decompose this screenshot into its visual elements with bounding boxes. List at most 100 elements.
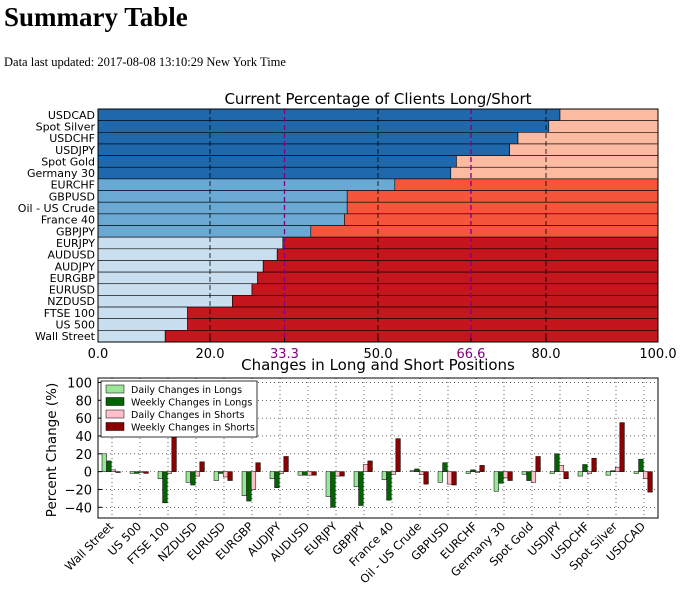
position-changes-grid	[98, 378, 658, 518]
y-tick-label: 0	[84, 466, 92, 481]
category-label: NZDUSD	[47, 295, 95, 308]
category-label: EURCHF	[51, 179, 95, 192]
long-short-plot-frame	[97, 108, 659, 343]
y-tick-label: −20	[65, 483, 92, 498]
change-bar	[115, 471, 121, 473]
change-bar	[647, 471, 653, 493]
long-bar	[97, 166, 452, 180]
short-bar	[346, 201, 659, 215]
position-changes-legend: Daily Changes in Longs Weekly Changes in …	[100, 380, 258, 438]
short-bar	[251, 283, 659, 296]
legend-label: Daily Changes in Shorts	[131, 410, 245, 421]
change-bar	[358, 471, 364, 506]
short-bar	[517, 132, 659, 145]
category-label: USDCHF	[49, 132, 95, 145]
change-bar	[101, 453, 107, 472]
change-bar	[190, 471, 196, 486]
change-bar	[526, 471, 532, 481]
long-short-bars	[97, 108, 659, 343]
y-tick-label: 100	[67, 376, 92, 391]
change-bar	[311, 471, 317, 476]
legend-frame	[100, 380, 258, 438]
short-bar	[310, 225, 659, 238]
short-bar	[187, 318, 659, 331]
change-bar	[465, 471, 471, 474]
change-bar	[591, 458, 597, 472]
change-bar	[451, 471, 457, 486]
change-bar	[446, 471, 453, 485]
change-bar	[166, 471, 173, 474]
change-bar	[423, 471, 429, 485]
long-bar	[97, 155, 457, 168]
change-bar	[437, 471, 443, 483]
category-label: Spot Silver	[36, 120, 96, 133]
change-bar	[339, 471, 345, 477]
category-label: EURJPY	[56, 237, 95, 250]
change-bar	[507, 471, 513, 481]
x-tick-label: 33.3	[270, 347, 299, 362]
change-bar	[605, 471, 611, 476]
category-label: FTSE 100	[44, 307, 95, 320]
change-bar	[474, 471, 481, 473]
change-bar	[367, 460, 373, 472]
long-short-grid	[209, 109, 547, 342]
short-bar	[509, 143, 659, 156]
legend-swatch	[105, 384, 125, 394]
short-bar	[456, 155, 659, 168]
change-bar	[470, 469, 476, 472]
change-bar	[334, 471, 341, 477]
x-tick-label: 50.0	[364, 347, 393, 362]
legend-swatch	[105, 409, 125, 419]
long-bar	[97, 271, 258, 285]
long-bar	[97, 330, 166, 343]
short-bar	[164, 330, 659, 343]
category-label: USDJPY	[55, 144, 95, 157]
x-tick-label: 100.0	[639, 347, 676, 362]
change-bar	[306, 471, 313, 476]
position-changes-chart: Changes in Long and Short Positions Perc…	[44, 356, 659, 587]
category-label: GBPUSD	[49, 190, 95, 203]
category-label: EURGBP	[50, 272, 96, 285]
legend-label: Weekly Changes in Shorts	[131, 423, 255, 434]
long-bar	[97, 143, 510, 156]
change-bar	[409, 470, 415, 472]
change-bar	[610, 470, 616, 472]
change-bar	[283, 456, 289, 472]
change-bar	[185, 471, 191, 483]
change-bar	[442, 462, 448, 472]
change-bar	[246, 471, 252, 502]
short-bar	[232, 295, 659, 308]
short-bar	[262, 260, 659, 273]
category-label: AUDUSD	[47, 249, 95, 262]
change-bar	[498, 471, 504, 484]
change-bar	[353, 471, 359, 488]
x-tick-label: 20.0	[196, 347, 225, 362]
category-label: Germany 30	[27, 167, 95, 180]
change-bar	[222, 471, 229, 478]
change-bar	[129, 471, 135, 474]
change-bar	[582, 464, 588, 472]
long-bar	[97, 190, 348, 203]
short-bar	[344, 213, 659, 226]
change-bar	[390, 471, 397, 475]
change-bar	[563, 471, 569, 480]
change-bar	[241, 471, 247, 496]
category-label: US 500	[55, 319, 95, 332]
change-bar	[250, 471, 257, 490]
short-bar	[187, 306, 659, 319]
change-bar	[213, 471, 219, 481]
change-bar	[633, 471, 639, 474]
legend-label: Weekly Changes in Longs	[131, 398, 252, 409]
long-bar	[97, 213, 345, 226]
category-label: Wall Street	[35, 330, 96, 343]
short-bar	[548, 120, 659, 133]
change-bar	[586, 471, 593, 474]
long-bar	[97, 295, 233, 308]
y-tick-label: −40	[65, 501, 92, 516]
change-bar	[157, 471, 163, 480]
long-bar	[97, 260, 264, 273]
short-bar	[276, 248, 659, 261]
